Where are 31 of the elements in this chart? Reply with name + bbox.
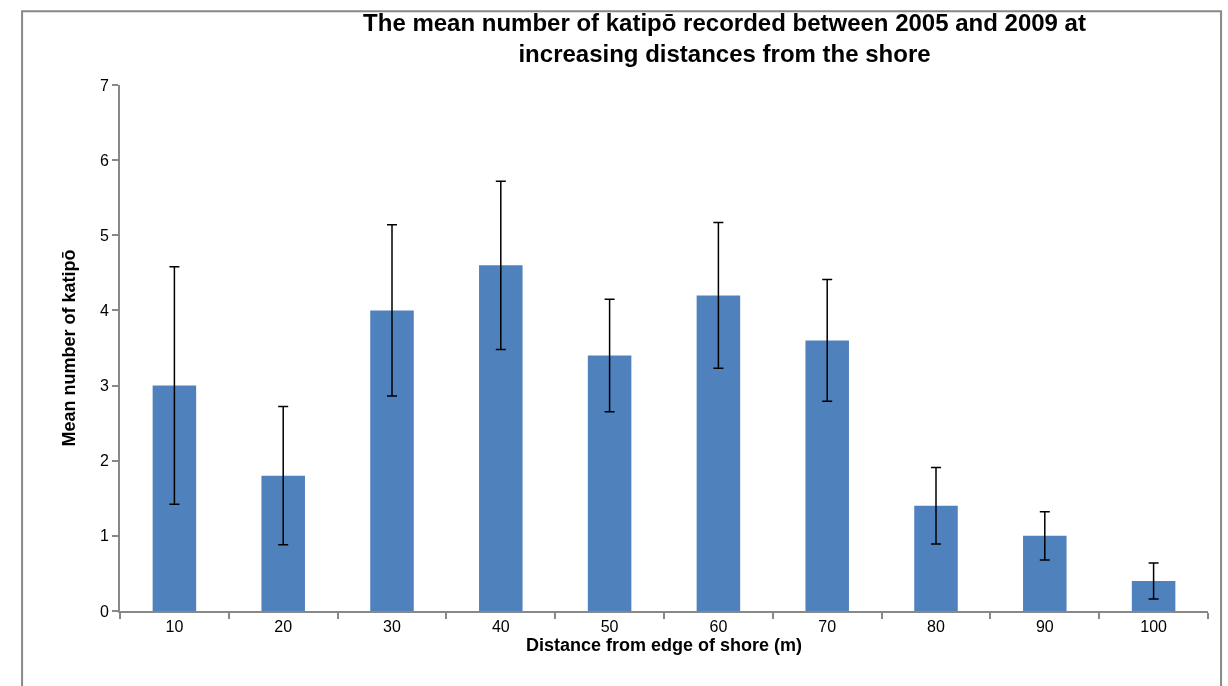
y-tick-label: 0 — [99, 602, 109, 620]
bar — [1131, 580, 1176, 611]
x-tick-label: 60 — [709, 618, 728, 636]
x-tick-label: 50 — [600, 618, 619, 636]
bar — [479, 265, 523, 611]
x-tick-label: 40 — [491, 618, 510, 636]
x-tick-label: 80 — [927, 618, 945, 636]
y-tick-label: 6 — [99, 151, 109, 169]
y-tick-label: 1 — [99, 527, 109, 545]
bar — [370, 310, 414, 611]
y-tick-label: 7 — [99, 76, 109, 94]
x-tick-label: 90 — [1035, 618, 1054, 636]
x-tick-label: 70 — [818, 618, 837, 636]
bar — [261, 475, 305, 611]
bar — [696, 295, 741, 611]
bar — [1023, 535, 1067, 611]
y-axis-title: Mean number of katipō — [58, 249, 79, 447]
x-tick-label: 30 — [383, 618, 401, 636]
x-axis-title: Distance from edge of shore (m) — [525, 635, 803, 656]
x-tick-label: 10 — [165, 618, 184, 636]
x-tick-label: 20 — [274, 618, 293, 636]
bar — [805, 340, 849, 611]
y-tick-label: 4 — [99, 302, 109, 320]
y-tick-label: 3 — [99, 377, 109, 395]
y-tick-label: 2 — [99, 452, 109, 470]
bar — [914, 505, 958, 611]
bar — [587, 355, 632, 611]
bar — [152, 385, 197, 611]
chart-title: The mean number of katipō recorded between 2005 and 2009 at increasing distances from the shore — [363, 8, 1086, 68]
y-tick-label: 5 — [99, 226, 109, 244]
x-tick-label: 100 — [1140, 618, 1168, 636]
